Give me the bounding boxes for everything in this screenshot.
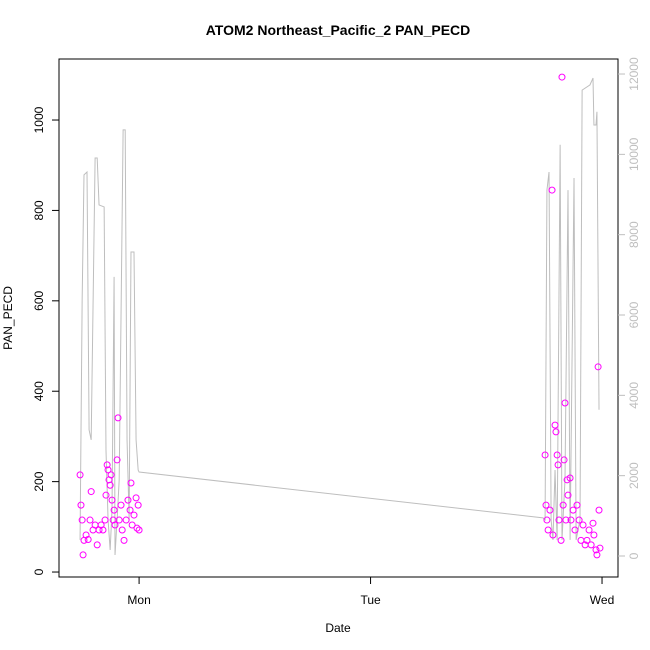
point: [557, 536, 565, 544]
point: [593, 551, 601, 559]
point: [118, 526, 126, 534]
point: [562, 516, 570, 524]
point: [551, 421, 559, 429]
point: [590, 531, 598, 539]
point: [594, 363, 602, 371]
x-tick-label: Tue: [360, 593, 381, 607]
point: [546, 506, 554, 514]
point: [587, 541, 595, 549]
y2-tick-label: 6000: [627, 301, 641, 328]
y2-tick-label: 10000: [627, 137, 641, 171]
point: [113, 456, 121, 464]
y2-tick-label: 8000: [627, 221, 641, 248]
point: [99, 526, 107, 534]
y-tick-label: 200: [32, 471, 46, 491]
point: [596, 544, 604, 552]
point: [120, 536, 128, 544]
point: [595, 506, 603, 514]
x-axis-label: Date: [325, 621, 351, 635]
point: [558, 73, 566, 81]
y-tick-label: 800: [32, 200, 46, 220]
point: [79, 551, 87, 559]
point: [134, 501, 142, 509]
point: [111, 521, 119, 529]
point: [552, 428, 560, 436]
point: [128, 521, 136, 529]
point: [93, 541, 101, 549]
point: [549, 531, 557, 539]
y-axis-label: PAN_PECD: [1, 286, 15, 350]
point: [573, 501, 581, 509]
line-series: [79, 77, 600, 556]
point: [541, 451, 549, 459]
y-tick-label: 1000: [32, 106, 46, 133]
point: [560, 456, 568, 464]
point: [589, 519, 597, 527]
point: [101, 516, 109, 524]
point: [579, 521, 587, 529]
x-tick-label: Wed: [590, 593, 614, 607]
y2-tick-label: 2000: [627, 462, 641, 489]
point: [592, 546, 600, 554]
point: [132, 494, 140, 502]
point: [77, 501, 85, 509]
point: [130, 511, 138, 519]
point: [543, 516, 551, 524]
point: [87, 488, 95, 496]
point: [114, 414, 122, 422]
x-tick-label: Mon: [127, 593, 150, 607]
y-tick-label: 600: [32, 290, 46, 310]
point: [107, 471, 115, 479]
point: [571, 526, 579, 534]
point: [555, 516, 563, 524]
point: [567, 516, 575, 524]
point: [117, 501, 125, 509]
y2-tick-label: 0: [627, 552, 641, 559]
point: [566, 474, 574, 482]
point: [124, 496, 132, 504]
point: [553, 451, 561, 459]
point: [78, 516, 86, 524]
point: [106, 481, 114, 489]
point: [585, 526, 593, 534]
point: [569, 506, 577, 514]
y-tick-label: 0: [32, 568, 46, 575]
y2-tick-label: 12000: [627, 57, 641, 91]
point: [104, 466, 112, 474]
point: [127, 479, 135, 487]
point: [564, 491, 572, 499]
point: [583, 536, 591, 544]
point: [559, 501, 567, 509]
point: [561, 399, 569, 407]
point: [86, 516, 94, 524]
point: [108, 496, 116, 504]
point: [76, 471, 84, 479]
point: [126, 506, 134, 514]
point: [544, 526, 552, 534]
plot-box: [58, 58, 619, 578]
point: [103, 461, 111, 469]
y2-tick-label: 4000: [627, 382, 641, 409]
point: [542, 501, 550, 509]
point: [122, 516, 130, 524]
point: [115, 516, 123, 524]
point: [84, 535, 92, 543]
chart-title: ATOM2 Northeast_Pacific_2 PAN_PECD: [206, 22, 471, 38]
y-tick-label: 400: [32, 381, 46, 401]
point: [82, 531, 90, 539]
point: [133, 524, 141, 532]
point: [554, 461, 562, 469]
point: [102, 491, 110, 499]
point: [548, 186, 556, 194]
point: [110, 506, 118, 514]
point: [575, 516, 583, 524]
point: [135, 526, 143, 534]
